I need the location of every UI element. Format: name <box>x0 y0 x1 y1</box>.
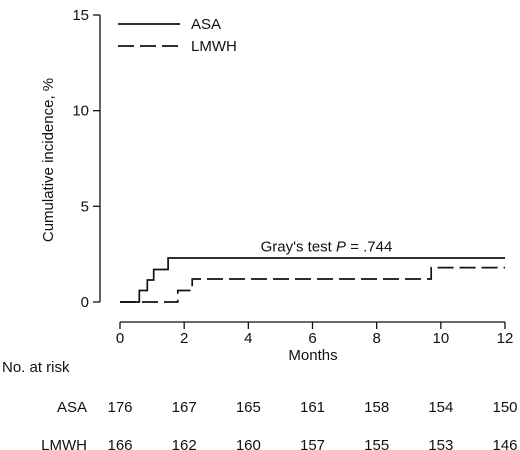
risk-value: 146 <box>492 437 517 450</box>
x-tick-label: 4 <box>244 330 252 347</box>
legend-label-lmwh: LMWH <box>191 38 237 55</box>
y-tick-label: 10 <box>72 103 89 120</box>
risk-table: No. at risk ASA 176 167 165 161 158 154 150 LMWH 1… <box>2 359 518 450</box>
risk-value: 162 <box>172 437 197 450</box>
legend: ASA LMWH <box>118 16 237 55</box>
annotation-italic: P <box>336 239 346 256</box>
plot-area <box>120 257 505 303</box>
annotation-suffix: = .744 <box>346 239 392 256</box>
risk-value: 154 <box>428 399 453 416</box>
x-tick-label: 0 <box>116 330 124 347</box>
y-tick-label: 5 <box>81 198 89 215</box>
risk-value: 155 <box>364 437 389 450</box>
risk-value: 158 <box>364 399 389 416</box>
risk-value: 166 <box>107 437 132 450</box>
y-axis: 0 5 10 15 <box>72 7 101 311</box>
risk-row-label-asa: ASA <box>57 399 87 416</box>
risk-value: 167 <box>172 399 197 416</box>
risk-value: 165 <box>236 399 261 416</box>
risk-value: 176 <box>107 399 132 416</box>
risk-table-header: No. at risk <box>2 359 70 376</box>
annotation-prefix: Gray's test <box>261 239 336 256</box>
y-tick-label: 0 <box>81 294 89 311</box>
risk-value: 161 <box>300 399 325 416</box>
x-tick-label: 12 <box>497 330 514 347</box>
x-axis: 0 2 4 6 8 10 12 <box>116 321 514 347</box>
series-line-lmwh <box>120 266 505 303</box>
x-tick-label: 8 <box>372 330 380 347</box>
x-axis-label: Months <box>288 347 337 364</box>
risk-value: 160 <box>236 437 261 450</box>
series-line-asa <box>120 257 505 303</box>
risk-value: 150 <box>492 399 517 416</box>
y-axis-label: Cumulative incidence, % <box>40 78 57 242</box>
x-tick-label: 6 <box>308 330 316 347</box>
x-tick-label: 2 <box>180 330 188 347</box>
risk-value: 157 <box>300 437 325 450</box>
annotation-grays-test: Gray's test P = .744 <box>261 239 393 256</box>
risk-value: 153 <box>428 437 453 450</box>
y-tick-label: 15 <box>72 7 89 24</box>
legend-label-asa: ASA <box>191 16 221 33</box>
x-tick-label: 10 <box>432 330 449 347</box>
risk-row-label-lmwh: LMWH <box>41 437 87 450</box>
